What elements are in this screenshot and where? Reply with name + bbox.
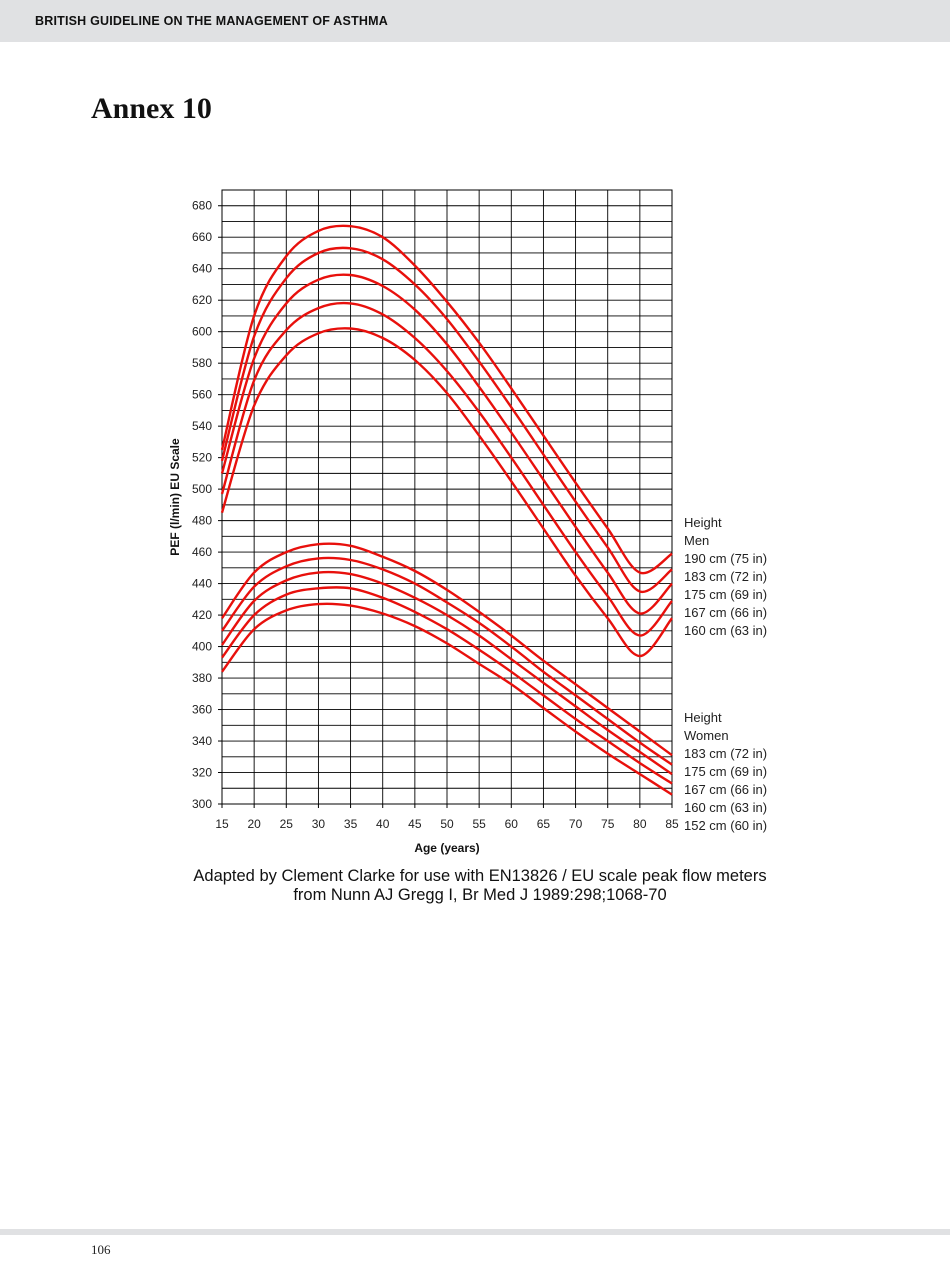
x-tick-label: 25	[280, 817, 294, 831]
legend-entry: 167 cm (66 in)	[684, 605, 767, 620]
legend-subheading: Men	[684, 533, 709, 548]
legend-subheading: Women	[684, 728, 729, 743]
legend-entry: 190 cm (75 in)	[684, 551, 767, 566]
legend-entry: 183 cm (72 in)	[684, 569, 767, 584]
y-tick-label: 680	[192, 199, 212, 213]
legend-entry: 175 cm (69 in)	[684, 587, 767, 602]
y-tick-label: 600	[192, 325, 212, 339]
y-tick-label: 460	[192, 545, 212, 559]
x-tick-label: 20	[247, 817, 261, 831]
legend-entry: 160 cm (63 in)	[684, 800, 767, 815]
x-tick-label: 85	[665, 817, 679, 831]
series-line-men	[220, 224, 673, 575]
y-tick-label: 400	[192, 640, 212, 654]
y-tick-label: 660	[192, 230, 212, 244]
x-tick-label: 55	[472, 817, 486, 831]
y-axis-label: PEF (l/min) EU Scale	[168, 438, 182, 556]
running-title: BRITISH GUIDELINE ON THE MANAGEMENT OF A…	[35, 14, 388, 28]
x-tick-label: 35	[344, 817, 358, 831]
y-tick-label: 300	[192, 797, 212, 811]
series-line-women	[221, 586, 673, 785]
y-tick-label: 380	[192, 671, 212, 685]
series-line-women	[221, 602, 673, 796]
y-tick-label: 580	[192, 356, 212, 370]
footer-rule	[0, 1229, 950, 1235]
x-tick-label: 60	[505, 817, 519, 831]
running-header: BRITISH GUIDELINE ON THE MANAGEMENT OF A…	[0, 0, 950, 42]
y-tick-label: 340	[192, 734, 212, 748]
legend-entry: 175 cm (69 in)	[684, 764, 767, 779]
annex-title: Annex 10	[91, 92, 212, 125]
y-tick-label: 320	[192, 766, 212, 780]
x-tick-label: 75	[601, 817, 615, 831]
y-tick-label: 480	[192, 514, 212, 528]
x-tick-label: 70	[569, 817, 583, 831]
series-line-men	[220, 327, 673, 658]
x-tick-label: 30	[312, 817, 326, 831]
legend-entry: 167 cm (66 in)	[684, 782, 767, 797]
y-tick-label: 500	[192, 482, 212, 496]
x-tick-label: 40	[376, 817, 390, 831]
x-tick-label: 65	[537, 817, 551, 831]
legend-heading: Height	[684, 515, 722, 530]
series-line-men	[220, 301, 673, 637]
legend-entry: 183 cm (72 in)	[684, 746, 767, 761]
x-tick-label: 45	[408, 817, 422, 831]
y-tick-label: 360	[192, 703, 212, 717]
x-tick-label: 15	[215, 817, 229, 831]
legend-entry: 160 cm (63 in)	[684, 623, 767, 638]
y-tick-label: 560	[192, 388, 212, 402]
series-line-women	[221, 556, 673, 766]
y-tick-label: 440	[192, 577, 212, 591]
caption-line-1: Adapted by Clement Clarke for use with E…	[193, 867, 767, 885]
y-tick-label: 520	[192, 451, 212, 465]
peak-flow-chart: 300 320 340 360 380 400 420 440 460 480 500 520 540 5…	[168, 189, 767, 855]
y-tick-label: 540	[192, 419, 212, 433]
caption-line-2: from Nunn AJ Gregg I, Br Med J 1989:298;…	[293, 886, 667, 904]
page-number: 106	[91, 1242, 111, 1257]
x-tick-label: 80	[633, 817, 647, 831]
series-line-women	[221, 570, 673, 776]
x-tick-label: 50	[440, 817, 454, 831]
x-axis-label: Age (years)	[414, 841, 479, 855]
y-tick-label: 420	[192, 608, 212, 622]
legend-heading: Height	[684, 710, 722, 725]
series-line-women	[221, 542, 673, 757]
y-tick-label: 620	[192, 293, 212, 307]
y-tick-label: 640	[192, 262, 212, 276]
series-line-men	[220, 273, 673, 615]
legend-entry: 152 cm (60 in)	[684, 818, 767, 833]
series-line-men	[220, 246, 673, 593]
